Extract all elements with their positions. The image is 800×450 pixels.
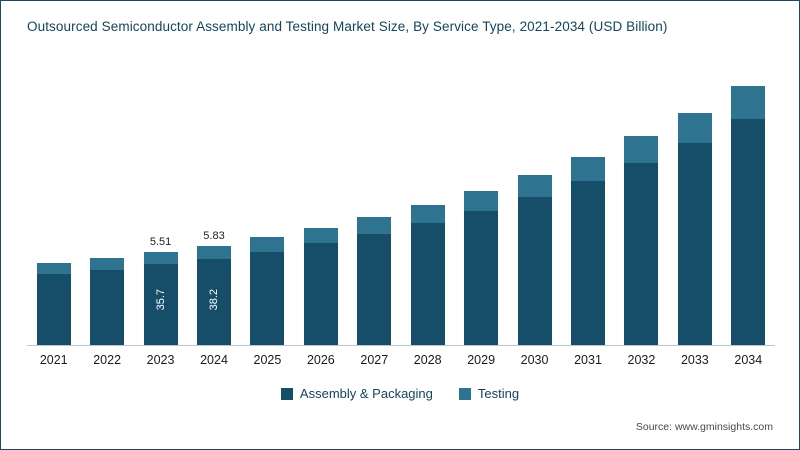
x-tick-label: 2030 — [520, 353, 549, 367]
bar-segment-testing[interactable] — [90, 257, 125, 270]
bar-segment-assembly-packaging[interactable] — [90, 269, 125, 345]
x-axis-tick-labels: 2021 2022 2023 2024 2025 2026 2027 2028 2029 2030… — [27, 353, 775, 375]
x-tick-label: 2033 — [680, 353, 709, 367]
bar-segment-assembly-packaging[interactable] — [143, 264, 178, 345]
bar-segment-assembly-packaging[interactable] — [517, 196, 552, 345]
legend-swatch-testing — [458, 387, 471, 400]
x-tick-label: 2031 — [574, 353, 602, 367]
bar-segment-testing[interactable] — [410, 204, 445, 224]
bar-group[interactable] — [36, 262, 71, 345]
bar-group[interactable] — [624, 136, 659, 345]
bar-group[interactable] — [303, 228, 338, 345]
bar-group[interactable] — [357, 217, 392, 345]
bar-value-label: 5.83 — [203, 229, 225, 242]
bar-value-label-inside: 38.2 — [208, 289, 220, 311]
x-tick-label: 2025 — [253, 353, 282, 367]
x-axis-line — [27, 345, 775, 346]
bar-group[interactable] — [464, 190, 499, 345]
bar-group[interactable] — [677, 112, 712, 345]
bar-segment-assembly-packaging[interactable] — [410, 223, 445, 345]
chart-legend: Assembly & Packaging Testing — [1, 386, 799, 401]
bar-segment-assembly-packaging[interactable] — [677, 142, 712, 345]
source-note: Source: www.gminsights.com — [635, 421, 773, 433]
bar-segment-testing[interactable] — [197, 245, 231, 259]
bar-segment-assembly-packaging[interactable] — [197, 258, 231, 345]
bar-segment-assembly-packaging[interactable] — [250, 251, 285, 345]
bar-segment-testing[interactable] — [464, 190, 499, 211]
bar-segment-testing[interactable] — [303, 228, 338, 244]
x-tick-label: 2032 — [627, 353, 656, 367]
plot-area: 5.51 35.7 5.83 38.2 — [27, 63, 775, 345]
bar-segment-testing[interactable] — [143, 252, 178, 265]
bar-segment-assembly-packaging[interactable] — [36, 273, 71, 345]
bar-segment-testing[interactable] — [36, 262, 71, 274]
bar-value-label-inside: 35.7 — [154, 289, 167, 311]
x-tick-label: 2021 — [39, 353, 68, 367]
bar-series-container: 5.51 35.7 5.83 38.2 — [27, 63, 775, 345]
bar-group[interactable] — [571, 156, 605, 345]
chart-title: Outsourced Semiconductor Assembly and Te… — [27, 19, 668, 34]
bar-segment-testing[interactable] — [357, 217, 392, 234]
legend-item-testing[interactable]: Testing — [458, 386, 520, 401]
x-tick-label: 2034 — [734, 353, 763, 367]
x-tick-label: 2024 — [200, 353, 228, 367]
bar-segment-assembly-packaging[interactable] — [571, 181, 605, 345]
bar-segment-assembly-packaging[interactable] — [303, 243, 338, 345]
legend-label-assembly-packaging: Assembly & Packaging — [299, 386, 433, 401]
bar-segment-assembly-packaging[interactable] — [357, 234, 392, 345]
bar-group[interactable] — [90, 257, 125, 345]
bar-group[interactable] — [250, 237, 285, 345]
bar-value-label: 5.51 — [149, 236, 172, 249]
bar-group[interactable]: 5.83 38.2 — [197, 230, 231, 345]
legend-label-testing: Testing — [477, 386, 520, 401]
bar-segment-testing[interactable] — [731, 86, 766, 120]
x-tick-label: 2028 — [413, 353, 442, 367]
bar-group[interactable] — [731, 86, 766, 345]
bar-segment-testing[interactable] — [571, 156, 605, 182]
x-tick-label: 2027 — [360, 353, 389, 367]
x-tick-label: 2026 — [306, 353, 335, 367]
x-tick-label: 2022 — [93, 353, 122, 367]
bar-segment-assembly-packaging[interactable] — [624, 163, 659, 345]
bar-group[interactable] — [410, 204, 445, 345]
bar-segment-testing[interactable] — [624, 136, 659, 164]
legend-item-assembly-packaging[interactable]: Assembly & Packaging — [280, 386, 433, 401]
bar-group[interactable] — [517, 174, 552, 345]
legend-swatch-assembly-packaging — [280, 387, 293, 400]
bar-segment-testing[interactable] — [250, 237, 285, 252]
x-tick-label: 2029 — [467, 353, 496, 367]
bar-segment-assembly-packaging[interactable] — [731, 119, 766, 345]
bar-group[interactable]: 5.51 35.7 — [143, 236, 178, 345]
bar-segment-assembly-packaging[interactable] — [464, 211, 499, 345]
x-tick-label: 2023 — [146, 353, 175, 367]
bar-segment-testing[interactable] — [517, 174, 552, 197]
bar-segment-testing[interactable] — [677, 112, 712, 143]
